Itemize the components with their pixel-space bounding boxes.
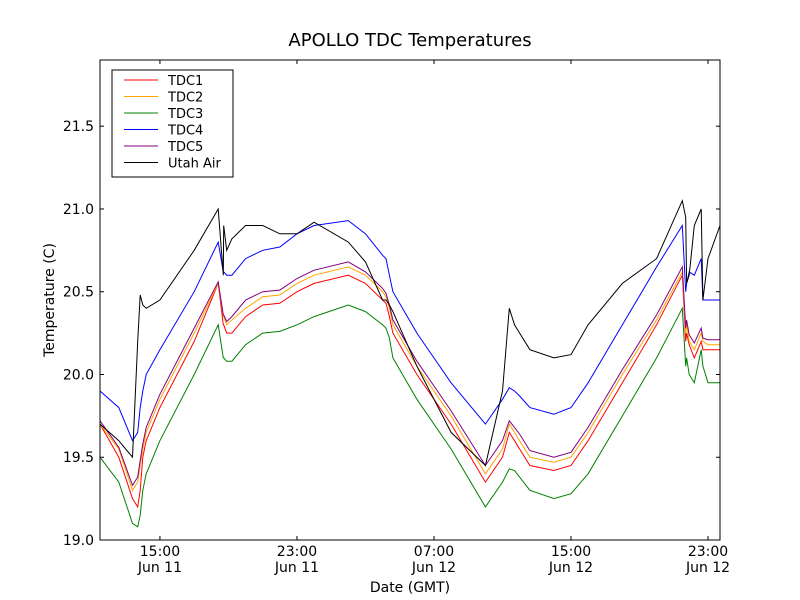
x-tick-label-time: 15:00 [551, 544, 591, 560]
y-axis-label: Temperature (C) [42, 243, 58, 358]
series-line-5 [99, 199, 721, 467]
legend-label: TDC1 [167, 74, 203, 89]
series-line-3 [99, 220, 720, 442]
series-line-2 [99, 304, 720, 528]
chart-title: APOLLO TDC Temperatures [288, 30, 531, 51]
y-tick-label: 20.0 [63, 367, 94, 383]
y-tick-label: 21.5 [63, 119, 94, 135]
y-tick-label: 19.0 [63, 533, 94, 549]
legend-label: TDC5 [167, 140, 203, 155]
legend-label: TDC3 [167, 107, 203, 122]
x-tick-label-date: Jun 12 [548, 560, 593, 576]
plot-frame [99, 59, 721, 541]
legend-label: TDC2 [167, 91, 203, 106]
x-tick-label-time: 23:00 [277, 544, 317, 560]
x-tick-label-time: 07:00 [414, 544, 454, 560]
y-tick-label: 19.5 [63, 450, 94, 466]
x-tick-label-time: 15:00 [140, 544, 180, 560]
legend-label: TDC4 [167, 124, 203, 139]
x-axis-label: Date (GMT) [370, 580, 450, 596]
y-tick-label: 21.0 [63, 202, 94, 218]
x-tick-label-date: Jun 12 [411, 560, 456, 576]
x-tick-label-date: Jun 11 [274, 560, 319, 576]
y-tick-label: 20.5 [63, 285, 94, 301]
legend-label: Utah Air [168, 157, 221, 172]
series-layer [99, 199, 721, 528]
x-tick-label-date: Jun 12 [685, 560, 730, 576]
x-tick-label-date: Jun 11 [137, 560, 182, 576]
legend-box [111, 69, 234, 178]
x-tick-label-time: 23:00 [688, 544, 728, 560]
